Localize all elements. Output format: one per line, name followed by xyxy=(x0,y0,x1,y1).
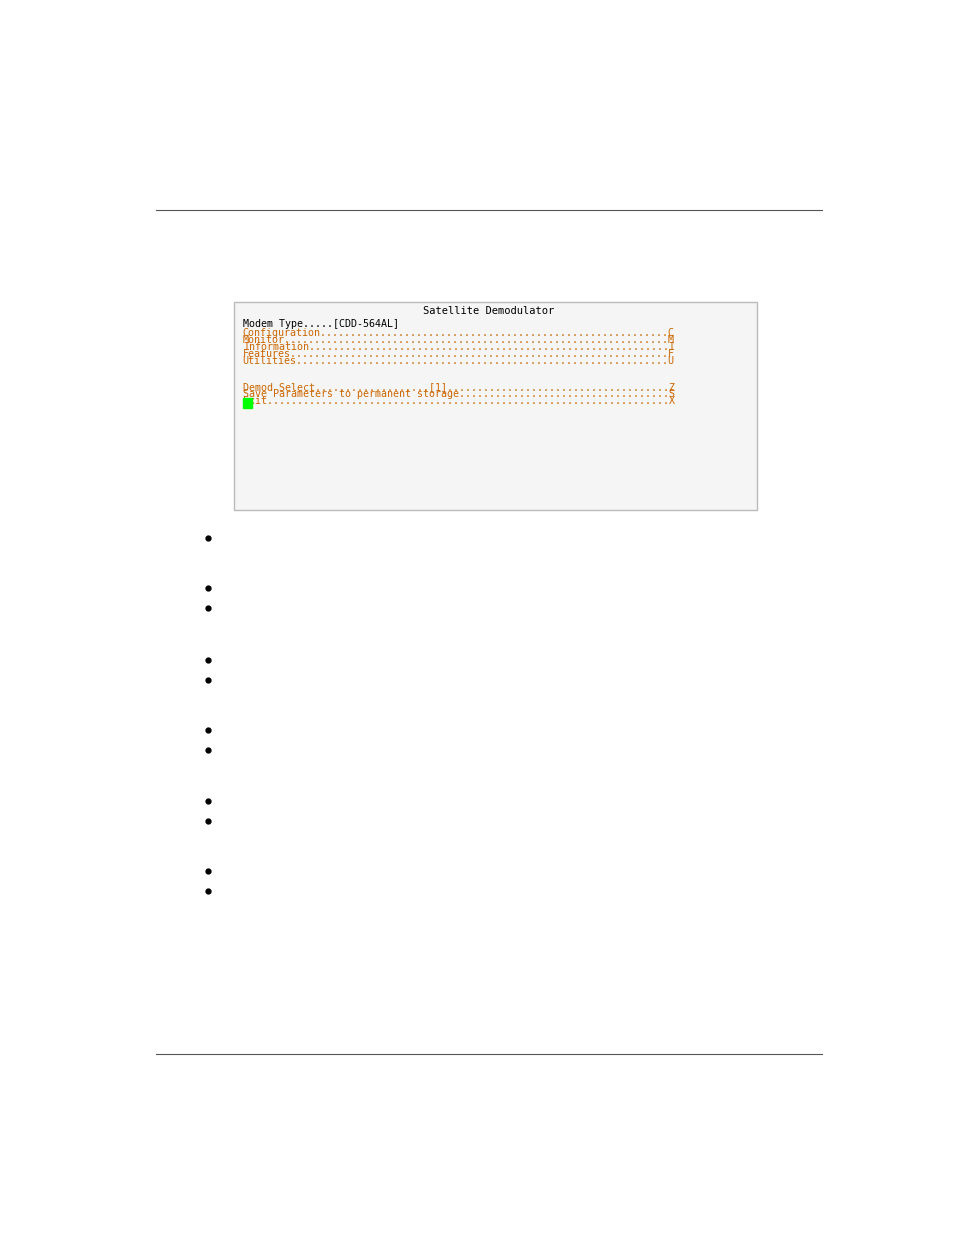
Text: Monitor................................................................M: Monitor.................................… xyxy=(242,335,674,345)
Text: Save Parameters to permanent storage...................................S: Save Parameters to permanent storage....… xyxy=(242,389,674,399)
Text: Information............................................................I: Information.............................… xyxy=(242,342,674,352)
Text: Exit...................................................................X: Exit....................................… xyxy=(242,396,674,406)
Text: Configuration..........................................................C: Configuration...........................… xyxy=(242,329,674,338)
Text: Features...............................................................F: Features................................… xyxy=(242,350,674,359)
Bar xyxy=(242,399,252,409)
Text: Satellite Demodulator: Satellite Demodulator xyxy=(423,306,554,316)
FancyBboxPatch shape xyxy=(233,303,756,510)
Text: Modem Type.....[CDD-564AL]: Modem Type.....[CDD-564AL] xyxy=(242,319,398,329)
Text: Demod Select...................[1].....................................Z: Demod Select...................[1]......… xyxy=(242,383,674,393)
Text: Utilities..............................................................U: Utilities...............................… xyxy=(242,356,674,366)
